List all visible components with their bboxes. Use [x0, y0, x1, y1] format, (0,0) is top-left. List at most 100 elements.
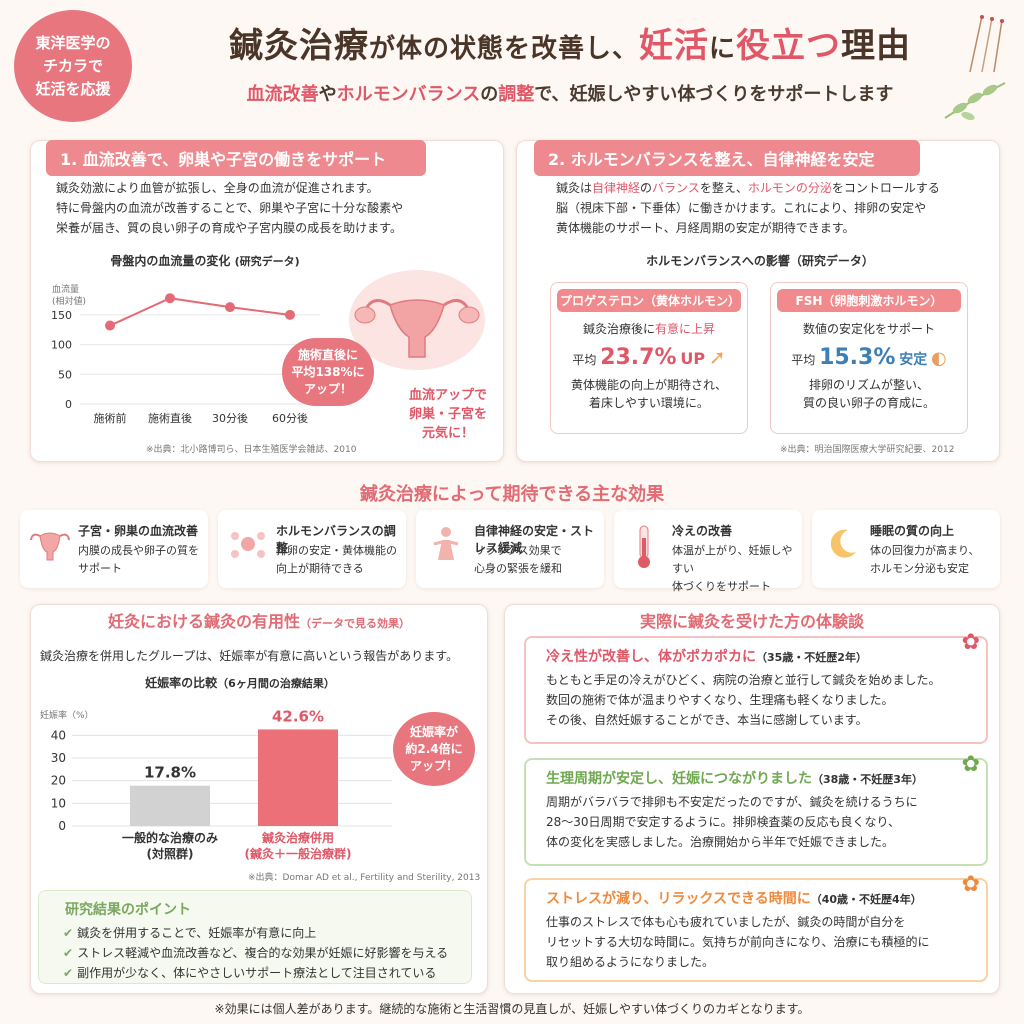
- bar-chart-title-sub: （6ヶ月間の治療結果）: [217, 677, 335, 690]
- p-pre: 平均: [572, 353, 597, 367]
- section-2-source: ※出典：明治国際医療大学研究紀要、2012: [780, 445, 955, 455]
- section-3-body: 鍼灸治療を併用したグループは、妊娠率が有意に高いという報告があります。: [40, 649, 459, 663]
- section-2-body: 鍼灸は自律神経のバランスを整え、ホルモンの分泌をコントロールする 脳（視床下部・…: [556, 178, 996, 238]
- section-1-title: 1. 血流改善で、卵巣や子宮の働きをサポート: [46, 140, 426, 176]
- subtitle-part: の: [480, 84, 499, 105]
- effect-desc: 排卵の安定・黄体機能の 向上が期待できる: [276, 544, 397, 575]
- p-text: 鍼灸治療後に: [582, 322, 655, 336]
- effect-card: 子宮・卵巣の血流改善 内膜の成長や卵子の質を サポート: [20, 510, 208, 588]
- y-tick-label: 50: [58, 368, 72, 381]
- page-title: 鍼灸治療が体の状態を改善し、妊活に役立つ理由: [150, 18, 990, 67]
- section-1-body: 鍼灸効激により血管が拡張し、全身の血流が促進されます。 特に骨盤内の血流が改善す…: [56, 181, 404, 235]
- title-part: 役立つ: [736, 26, 842, 66]
- testimonial-age: （35歳・不妊歴2年）: [756, 651, 867, 664]
- line-chart-callout: 施術直後に 平均138%に アップ！: [282, 338, 374, 406]
- effect-card: 冷えの改善 体温が上がり、妊娠しやすい 体づくりをサポート: [614, 510, 802, 593]
- title-part: 理由: [841, 26, 912, 66]
- p-post: UP: [680, 349, 706, 368]
- person-icon: [424, 524, 468, 568]
- research-points-list: ✔ 鍼灸を併用することで、妊娠率が有意に向上 ✔ ストレス軽減や血流改善など、複合的な…: [63, 923, 471, 983]
- y-tick-label: 40: [51, 728, 66, 742]
- f-pct: 15.3%: [819, 345, 896, 370]
- testimonial-age: （40歳・不妊歴4年）: [810, 893, 922, 906]
- section-3-title: 妊灸における鍼灸の有用性（データで見る効果）: [30, 608, 488, 632]
- subtitle-part: 調整: [498, 84, 535, 105]
- line-chart-title-sub: (研究データ): [234, 255, 300, 268]
- research-point: ✔ 副作用が少なく、体にやさしいサポート療法として注目されている: [63, 963, 471, 983]
- y-tick-label: 20: [51, 774, 66, 788]
- testimonial-body: 周期がバラバラで排卵も不安定だったのですが、鍼灸を続けるうちに 28〜30日周期…: [546, 795, 918, 849]
- subtitle-part: で、妊娠しやすい体づくりをサポートします: [534, 84, 894, 105]
- research-points-title: 研究結果のポイント: [65, 902, 191, 918]
- blood-flow-line-chart: 0 50 100 150 施術前 施術直後 30分後 60分後: [51, 293, 320, 425]
- fsh-desc: 排卵のリズムが整い、 質の良い卵子の育成に。: [802, 378, 935, 410]
- title-part: が体の状態を改善し、: [368, 34, 639, 64]
- y-tick-label: 10: [51, 796, 66, 810]
- x-tick-label: 施術直後: [148, 411, 192, 425]
- s2-text: をコントロールする: [831, 181, 940, 195]
- fsh-value: 平均 15.3% 安定 ◐: [771, 345, 967, 370]
- testimonial: 生理周期が安定し、妊娠につながりました（38歳・不妊歴3年） 周期がバラバラで排卵…: [524, 752, 988, 866]
- testimonial-body: 仕事のストレスで体も心も疲れていましたが、鍼灸の時間が自分を リセットする大切な…: [546, 915, 930, 969]
- effect-desc: リラックス効果で 心身の緊張を緩和: [474, 544, 562, 575]
- section-1-source: ※出典：北小路博司ら、日本生殖医学会雑誌、2010: [146, 445, 357, 455]
- testimonial-title-text: 生理周期が安定し、妊娠につながりました: [546, 771, 812, 787]
- f-post: 安定: [899, 352, 928, 368]
- s2-text: 鍼灸は: [556, 181, 593, 195]
- leaf-icon: [944, 82, 1006, 121]
- s3-title-sub: （データで見る効果）: [300, 617, 410, 630]
- promo-badge: 東洋医学の チカラで 妊活を応援: [14, 10, 132, 122]
- effect-desc: 内膜の成長や卵子の質を サポート: [78, 544, 199, 575]
- uterus-icon: [28, 524, 72, 568]
- effect-title: 睡眠の質の向上: [870, 524, 955, 538]
- flower-icon: ✿: [961, 630, 980, 655]
- section-2-title: 2. ホルモンバランスを整え、自律神経を安定: [534, 140, 920, 176]
- testimonial-title: 冷え性が改善し、体がポカポカに（35歳・不妊歴2年）: [546, 646, 986, 666]
- testimonial-title-text: 冷え性が改善し、体がポカポカに: [546, 649, 756, 665]
- progesterone-value: 平均 23.7% UP ➚: [551, 345, 747, 370]
- thermometer-icon: [622, 524, 666, 574]
- effect-desc: 体の回復力が高まり、 ホルモン分泌も安定: [870, 544, 980, 575]
- flower-icon: ✿: [961, 752, 980, 777]
- subtitle-part: 血流改善: [246, 84, 319, 105]
- x-tick-label: (対照群): [147, 846, 194, 861]
- data-point: [105, 320, 115, 331]
- data-point: [225, 302, 235, 313]
- check-icon: ✔: [63, 946, 74, 960]
- s2-text: ホルモンの分泌: [747, 181, 832, 195]
- s2-text: を整え、: [699, 181, 748, 195]
- uterus-illustration-icon: [349, 270, 485, 370]
- check-icon: ✔: [63, 926, 74, 940]
- y-tick-label: 0: [58, 819, 66, 833]
- line-chart-y-unit: 血流量 (相対値): [52, 285, 87, 307]
- subtitle-part: ホルモンバランス: [336, 84, 481, 105]
- bar-chart-title: 妊娠率の比較（6ヶ月間の治療結果）: [80, 674, 400, 691]
- x-tick-label: 60分後: [272, 411, 308, 425]
- x-tick-label: 鍼灸治療併用: [262, 830, 334, 845]
- research-point-text: 副作用が少なく、体にやさしいサポート療法として注目されている: [77, 966, 437, 980]
- bar-chart-callout: 妊娠率が 約2.4倍に アップ！: [393, 712, 475, 786]
- title-part: 鍼灸治療: [228, 26, 369, 66]
- research-points-box: 研究結果のポイント ✔ 鍼灸を併用することで、妊娠率が有意に向上 ✔ ストレス軽減や血…: [38, 890, 472, 984]
- testimonial: 冷え性が改善し、体がポカポカに（35歳・不妊歴2年） もともと手足の冷えがひどく、…: [524, 630, 988, 744]
- x-tick-label: 一般的な治療のみ: [122, 830, 218, 845]
- fsh-line: 数値の安定化をサポート: [802, 322, 935, 336]
- p-text: 有意に上昇: [655, 322, 716, 336]
- effects-row: 子宮・卵巣の血流改善 内膜の成長や卵子の質を サポート ホルモンバランスの調整 排卵の…: [20, 510, 1010, 593]
- research-point-text: ストレス軽減や血流改善など、複合的な効果が妊娠に好影響を与える: [77, 946, 449, 960]
- x-tick-label: 30分後: [212, 411, 248, 425]
- y-tick-label: 0: [65, 398, 72, 411]
- title-part: 妊活: [639, 26, 709, 66]
- wave-icon: ◐: [931, 348, 947, 369]
- testimonial-age: （38歳・不妊歴3年）: [812, 773, 923, 786]
- testimonial: ストレスが減り、リラックスできる時間に（40歳・不妊歴4年） 仕事のストレスで体も…: [524, 872, 988, 982]
- s2-text: バランス: [652, 181, 700, 195]
- bar-value-label: 17.8%: [144, 764, 196, 782]
- effect-desc: 体温が上がり、妊娠しやすい 体づくりをサポート: [672, 544, 793, 593]
- bar-chart-title-text: 妊娠率の比較: [145, 676, 218, 690]
- research-point: ✔ 鍼灸を併用することで、妊娠率が有意に向上: [63, 923, 471, 943]
- fsh-box: FSH（卵胞刺激ホルモン） 数値の安定化をサポート 平均 15.3% 安定 ◐ …: [770, 282, 968, 434]
- effect-title: 自律神経の安定・ストレス緩減: [474, 524, 595, 555]
- s2-text: の: [640, 181, 653, 195]
- testimonial-title: 生理周期が安定し、妊娠につながりました（38歳・不妊歴3年）: [546, 768, 986, 788]
